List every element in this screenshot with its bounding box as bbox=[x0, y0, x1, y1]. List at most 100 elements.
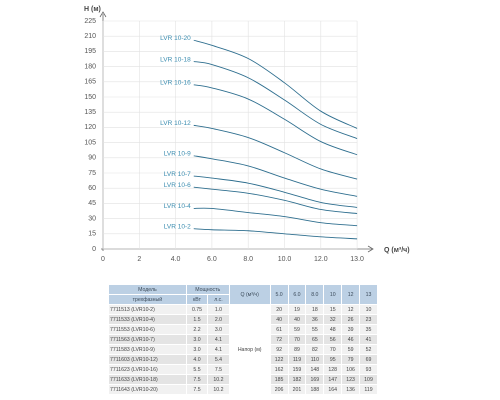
curve bbox=[193, 186, 358, 214]
model-cell: 7711603 (LVR10-12) bbox=[108, 354, 187, 365]
curve bbox=[193, 228, 358, 240]
head-cell: 106 bbox=[341, 364, 361, 375]
q-value: 10 bbox=[323, 284, 343, 305]
power-unit: л.с. bbox=[207, 294, 230, 305]
head-cell: 169 bbox=[305, 374, 325, 385]
x-tick-label: 12.0 bbox=[314, 256, 328, 263]
head-cell: 52 bbox=[359, 344, 378, 355]
head-cell: 188 bbox=[305, 384, 325, 395]
curve bbox=[193, 124, 358, 180]
y-tick-label: 105 bbox=[84, 139, 96, 146]
table-row: 7711553 (LVR10-6) 2.2 3.0 61 59 55 48 39 35 bbox=[108, 324, 378, 335]
y-arrow bbox=[99, 11, 107, 18]
model-cell: 7711553 (LVR10-6) bbox=[108, 324, 187, 335]
y-tick-label: 15 bbox=[88, 231, 96, 238]
head-cell: 56 bbox=[323, 334, 343, 345]
power-cell: 3.0 bbox=[185, 334, 209, 345]
x-axis-title: Q (м³/ч) bbox=[384, 247, 410, 254]
y-tick-label: 90 bbox=[88, 155, 96, 162]
head-label: Напор (м) bbox=[228, 304, 271, 395]
curve-label: LVR 10-9 bbox=[164, 150, 191, 157]
power-cell: 0.75 bbox=[185, 304, 209, 315]
head-cell: 119 bbox=[359, 384, 378, 395]
q-header: Q (м³/ч) bbox=[228, 284, 271, 305]
head-cell: 206 bbox=[269, 384, 289, 395]
table-row: 7711643 (LVR10-20) 7.5 10.2 206 201 188 164 136… bbox=[108, 384, 378, 395]
x-tick-label: 2 bbox=[137, 256, 141, 263]
head-cell: 41 bbox=[359, 334, 378, 345]
curve-label: LVR 10-12 bbox=[160, 120, 191, 127]
power-cell: 2.2 bbox=[185, 324, 209, 335]
y-axis-title: H (м) bbox=[84, 6, 101, 13]
head-cell: 61 bbox=[269, 324, 289, 335]
power-cell: 5.4 bbox=[207, 354, 230, 365]
head-cell: 35 bbox=[359, 324, 378, 335]
head-cell: 89 bbox=[287, 344, 307, 355]
head-cell: 109 bbox=[359, 374, 378, 385]
head-cell: 40 bbox=[269, 314, 289, 325]
head-cell: 48 bbox=[323, 324, 343, 335]
head-cell: 182 bbox=[287, 374, 307, 385]
head-cell: 19 bbox=[287, 304, 307, 315]
head-cell: 12 bbox=[341, 304, 361, 315]
head-cell: 92 bbox=[269, 344, 289, 355]
table-body: 7711513 (LVR10-2) 0.75 1.0 Напор (м) 20 19 18 1… bbox=[108, 304, 378, 395]
x-tick-label: 13.0 bbox=[350, 256, 364, 263]
power-unit: кВт bbox=[185, 294, 209, 305]
y-tick-label: 225 bbox=[84, 18, 96, 25]
power-cell: 4.1 bbox=[207, 344, 230, 355]
table-row: 7711563 (LVR10-7) 3.0 4.1 72 70 65 56 46 41 bbox=[108, 334, 378, 345]
power-header: Мощность bbox=[185, 284, 230, 295]
head-cell: 32 bbox=[323, 314, 343, 325]
power-cell: 3.0 bbox=[185, 344, 209, 355]
head-cell: 55 bbox=[305, 324, 325, 335]
q-value: 12 bbox=[341, 284, 361, 305]
power-cell: 2.0 bbox=[207, 314, 230, 325]
power-cell: 5.5 bbox=[185, 364, 209, 375]
power-cell: 3.0 bbox=[207, 324, 230, 335]
curve-label: LVR 10-16 bbox=[160, 80, 191, 87]
curve-label: LVR 10-18 bbox=[160, 56, 191, 63]
power-cell: 10.2 bbox=[207, 384, 230, 395]
model-header: Модель bbox=[108, 284, 187, 295]
x-arrow bbox=[367, 245, 374, 253]
power-cell: 1.5 bbox=[185, 314, 209, 325]
x-tick-label: 4.0 bbox=[171, 256, 181, 263]
head-cell: 122 bbox=[269, 354, 289, 365]
head-cell: 95 bbox=[323, 354, 343, 365]
power-cell: 7.5 bbox=[185, 384, 209, 395]
head-cell: 119 bbox=[287, 354, 307, 365]
head-cell: 59 bbox=[341, 344, 361, 355]
head-cell: 79 bbox=[341, 354, 361, 365]
model-cell: 7711533 (LVR10-4) bbox=[108, 314, 187, 325]
model-cell: 7711583 (LVR10-9) bbox=[108, 344, 187, 355]
curve bbox=[193, 61, 358, 139]
y-tick-label: 195 bbox=[84, 48, 96, 55]
head-cell: 164 bbox=[323, 384, 343, 395]
table-row: 7711513 (LVR10-2) 0.75 1.0 Напор (м) 20 19 18 1… bbox=[108, 304, 378, 395]
curve bbox=[193, 39, 358, 129]
table-row: 7711623 (LVR10-16) 5.5 7.5 162 159 148 128 106 9… bbox=[108, 364, 378, 375]
curve bbox=[193, 84, 358, 156]
head-cell: 147 bbox=[323, 374, 343, 385]
head-cell: 70 bbox=[323, 344, 343, 355]
y-tick-label: 150 bbox=[84, 94, 96, 101]
head-cell: 70 bbox=[287, 334, 307, 345]
head-cell: 18 bbox=[305, 304, 325, 315]
q-value: 5.0 bbox=[269, 284, 289, 305]
head-cell: 162 bbox=[269, 364, 289, 375]
y-tick-label: 135 bbox=[84, 109, 96, 116]
power-cell: 4.1 bbox=[207, 334, 230, 345]
curve bbox=[193, 207, 358, 227]
model-cell: 7711563 (LVR10-7) bbox=[108, 334, 187, 345]
x-tick-label: 0 bbox=[101, 256, 105, 263]
head-cell: 40 bbox=[287, 314, 307, 325]
head-cell: 148 bbox=[305, 364, 325, 375]
head-cell: 15 bbox=[323, 304, 343, 315]
model-cell: 7711623 (LVR10-16) bbox=[108, 364, 187, 375]
y-tick-label: 45 bbox=[88, 200, 96, 207]
head-cell: 20 bbox=[269, 304, 289, 315]
model-cell: 7711633 (LVR10-18) bbox=[108, 374, 187, 385]
x-tick-label: 8.0 bbox=[243, 256, 253, 263]
curve bbox=[193, 155, 358, 197]
